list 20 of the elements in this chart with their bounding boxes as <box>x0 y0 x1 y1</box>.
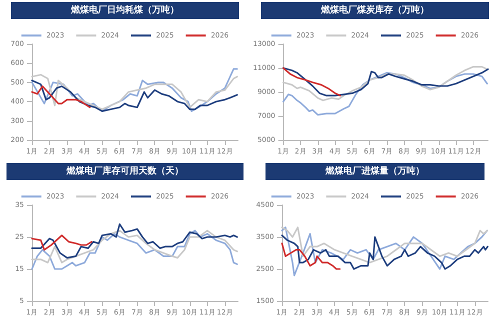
line-series <box>31 80 238 112</box>
line-series <box>31 222 238 258</box>
line-series <box>282 67 489 96</box>
line-series <box>281 242 341 270</box>
line-series <box>31 229 238 270</box>
chart-title: 燃煤电厂进煤量（万吨） <box>324 165 424 176</box>
line-series <box>31 68 238 112</box>
chart-title: 燃煤电厂库存可用天数（天） <box>66 165 184 176</box>
line-series <box>31 229 238 263</box>
line-series <box>31 234 92 250</box>
line-series <box>281 226 488 263</box>
line-series <box>281 234 488 270</box>
line-series <box>282 67 342 96</box>
chart-title: 燃煤电厂煤炭库存（万吨） <box>320 4 429 16</box>
line-series <box>31 85 91 108</box>
line-series <box>282 66 488 102</box>
chart-title: 燃煤电厂日均耗煤（万吨） <box>70 4 179 16</box>
line-series <box>282 72 488 116</box>
line-series <box>31 74 238 110</box>
line-series <box>281 226 488 276</box>
